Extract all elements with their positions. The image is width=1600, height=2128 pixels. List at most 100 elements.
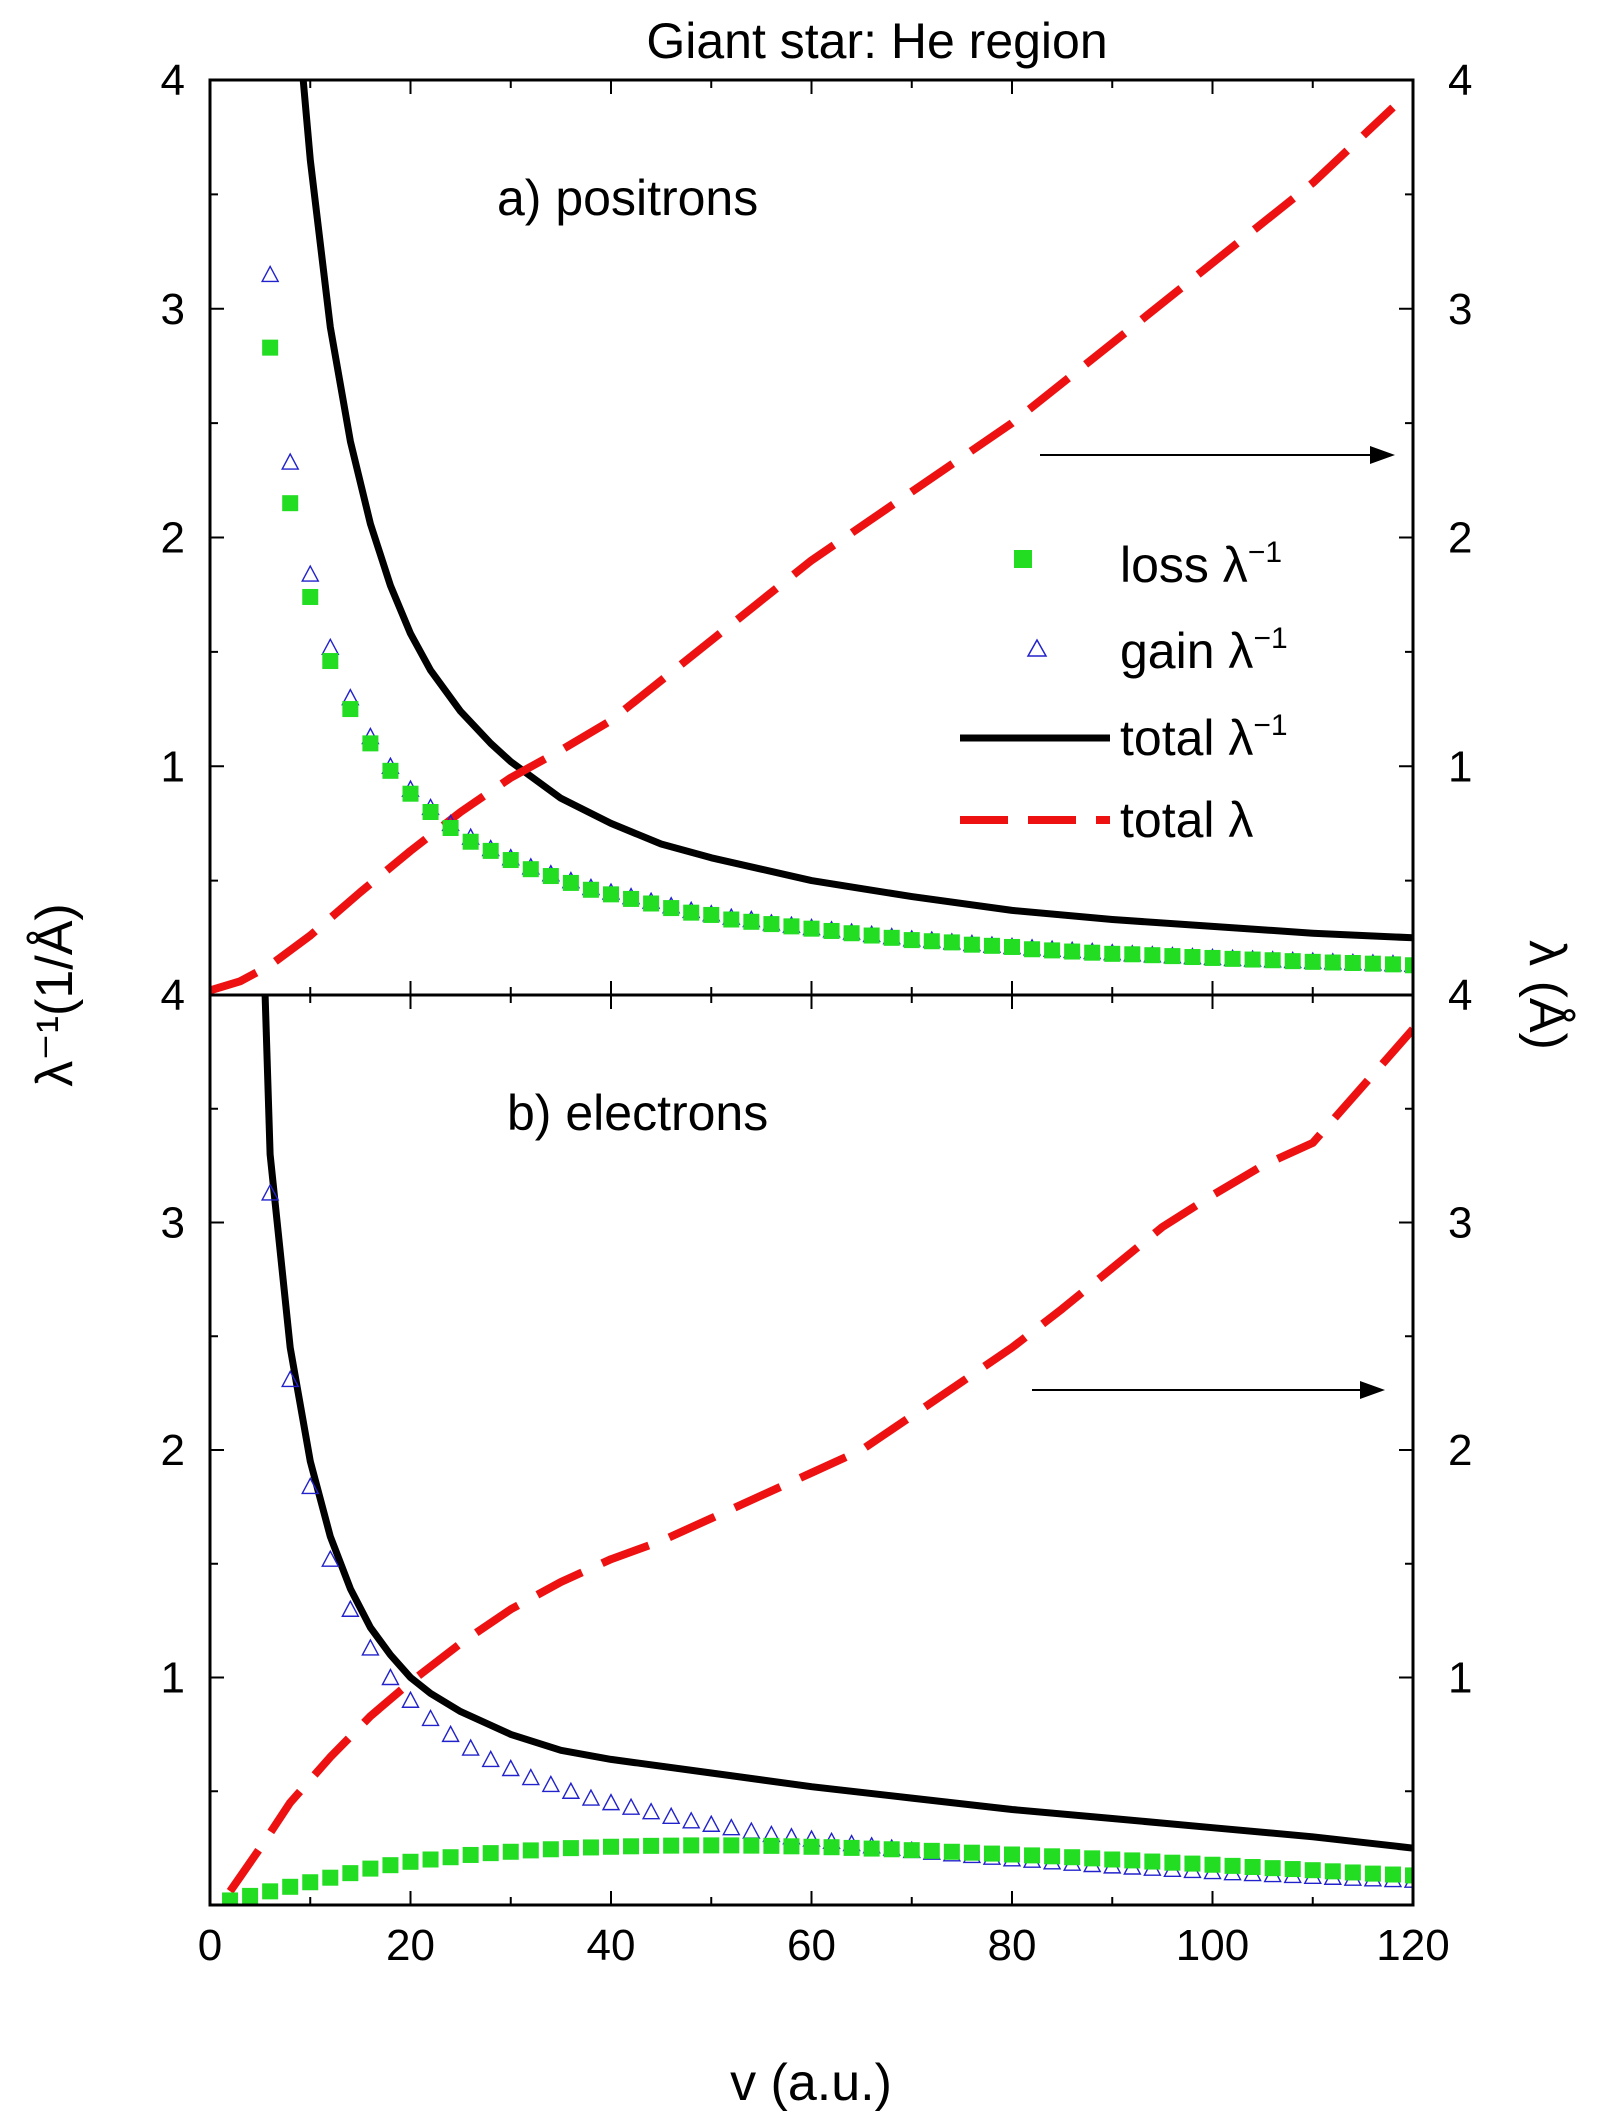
panel-a-arrow [1040,446,1395,464]
panel-b-loss-point [262,1883,279,1900]
panel-a-loss-point [1044,942,1061,959]
panel-b-gain-point [682,1811,701,1829]
panel-a-loss-point [1224,950,1241,967]
panel-a-gain-point [281,452,300,470]
panel-a-total-inv-line [299,80,1413,942]
panel-a-loss-point [1405,957,1413,974]
panel-b-loss-point [1244,1859,1261,1876]
panel-a-loss-point [1244,951,1261,968]
panel-b-loss-point [222,1892,239,1905]
panel-a-loss-point [462,833,479,850]
panel-b-loss-point [683,1837,700,1854]
panel-b-loss-point [1224,1857,1241,1874]
panel-a-loss-point [422,804,439,820]
panel-b-loss-point [242,1887,259,1904]
y-right-axis-title: λ (Å) [1518,940,1576,1050]
panel-b-loss-point [482,1845,499,1862]
panel-b-loss-point [1004,1846,1020,1863]
panel-b-loss-point [1405,1867,1413,1884]
panel-b-gain-point [381,1668,400,1686]
panel-b-loss-point [883,1841,900,1858]
panel-b-loss-point [1284,1861,1301,1878]
y-right-tick-label: 3 [1448,285,1472,334]
y-left-tick-label: 3 [161,285,185,334]
panel-a-loss-point [723,911,740,928]
panel-b-loss-point [1364,1865,1381,1882]
panel-b-gain-point [281,1369,300,1388]
panel-b-loss-point [663,1837,680,1854]
panel-b-frame [208,993,1415,1907]
panel-b-loss-point [382,1857,399,1874]
panel-b-gain-point [641,1802,661,1820]
y-left-tick-label: 4 [161,971,185,1020]
panel-b-gain-point [260,1183,280,1201]
panel-b-loss-point [322,1869,339,1886]
panel-b-loss-point [562,1840,579,1857]
panel-a-loss-point [262,339,279,356]
y-right-tick-label: 4 [1448,971,1472,1020]
panel-b-loss-point [823,1839,840,1856]
panel-b-gain-point [601,1793,621,1811]
panel-b-loss-point [1104,1851,1121,1868]
y-left-tick-label: 3 [161,1199,185,1248]
panel-b-gain-point [401,1690,420,1708]
panel-a-loss-point [342,701,359,718]
panel-b-loss-point [522,1842,539,1859]
panel-a-loss-point [1164,948,1181,965]
panel-a-loss-point [1104,945,1121,962]
y-right-tick-label: 2 [1448,1426,1472,1475]
x-tick-label: 0 [198,1921,222,1970]
panel-b-gain-point [541,1774,561,1793]
panel-b-loss-point [1204,1856,1221,1873]
y-left-tick-label: 1 [161,742,185,791]
panel-b-gain-point [441,1724,460,1743]
panel-b-loss-point [723,1837,740,1854]
panel-a-loss-point [1284,953,1301,970]
x-tick-label: 80 [988,1921,1037,1970]
legend-loss-label: loss λ−1 [1120,536,1282,593]
axis-ticks: 0 20 40 60 80 100 120 4 3 2 1 4 3 2 1 4 3 2 1 4 3 2 1 [161,56,1473,1970]
panel-a-loss-point [823,922,840,939]
panel-a-gain-point [260,264,280,283]
panel-a-loss-point [623,890,640,907]
panel-b-gain-point [461,1738,480,1756]
panel-a-gain-point [301,564,320,582]
panel-a-loss-point [883,929,900,946]
panel-b-gain-point [501,1759,520,1777]
panel-b-gain-point [661,1806,681,1824]
panel-b-gain-point [561,1781,581,1799]
y-left-tick-label: 1 [161,1654,185,1703]
panel-b-loss-point [1044,1848,1061,1865]
panel-b-loss-point [783,1838,800,1855]
panel-a-loss-point [322,653,339,670]
panel-b-loss-point [703,1837,720,1854]
y-right-tick-label: 1 [1448,742,1472,791]
y-right-tick-label: 4 [1448,56,1472,105]
legend-total-inv-label: total λ−1 [1120,709,1288,766]
panel-a-loss-point [1304,953,1321,970]
panel-a-loss-point [643,895,660,912]
x-tick-label: 100 [1176,1921,1249,1970]
y-right-tick-label: 3 [1448,1199,1472,1248]
panel-b-loss-point [1064,1849,1081,1866]
panel-b-gain-point [421,1708,440,1727]
panel-b-loss-point [502,1843,519,1860]
panel-a-total-lambda-line [210,104,1396,995]
panel-a-loss-point [863,927,880,944]
panel-a-loss-point [903,932,920,949]
panel-b-loss-point [1264,1860,1281,1877]
panel-a-loss-point [1204,949,1221,966]
panel-b-loss-point [1084,1850,1101,1867]
panel-b-loss-point [1384,1866,1401,1883]
x-tick-label: 20 [386,1921,435,1970]
panel-b-gain-point [742,1821,761,1839]
panel-b-arrow [1032,1381,1385,1399]
panel-b-gain-point [621,1797,641,1815]
panel-a-loss-point [1184,949,1201,966]
panel-b-loss-point [342,1865,359,1882]
panel-a-loss-point [442,820,459,837]
chart-title: Giant star: He region [646,13,1107,69]
panel-b-loss-point [863,1840,880,1857]
panel-a-loss-point [763,916,780,933]
